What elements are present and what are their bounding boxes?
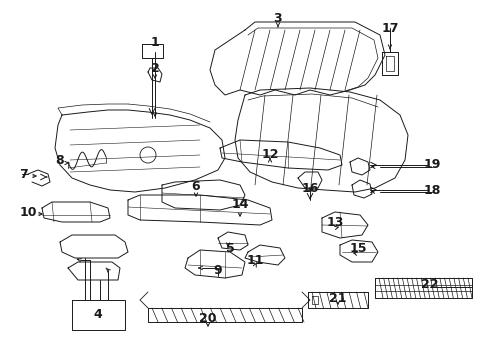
Text: 2: 2 [150,62,159,75]
Text: 9: 9 [213,264,222,276]
Text: 20: 20 [199,311,216,324]
Text: 17: 17 [381,22,398,35]
Text: 8: 8 [56,153,64,166]
Text: 13: 13 [325,216,343,229]
Text: 14: 14 [231,198,248,211]
Text: 6: 6 [191,180,200,193]
Text: 18: 18 [423,184,440,197]
Text: 19: 19 [423,158,440,171]
Text: 5: 5 [225,242,234,255]
Text: 12: 12 [261,148,278,162]
Text: 1: 1 [150,36,159,49]
Text: 15: 15 [348,242,366,255]
Text: 11: 11 [246,253,263,266]
Text: 10: 10 [19,206,37,219]
Text: 3: 3 [273,12,282,24]
Text: 21: 21 [328,292,346,305]
Text: 22: 22 [420,279,438,292]
Text: 16: 16 [301,181,318,194]
Text: 7: 7 [19,168,27,181]
Text: 4: 4 [93,309,102,321]
